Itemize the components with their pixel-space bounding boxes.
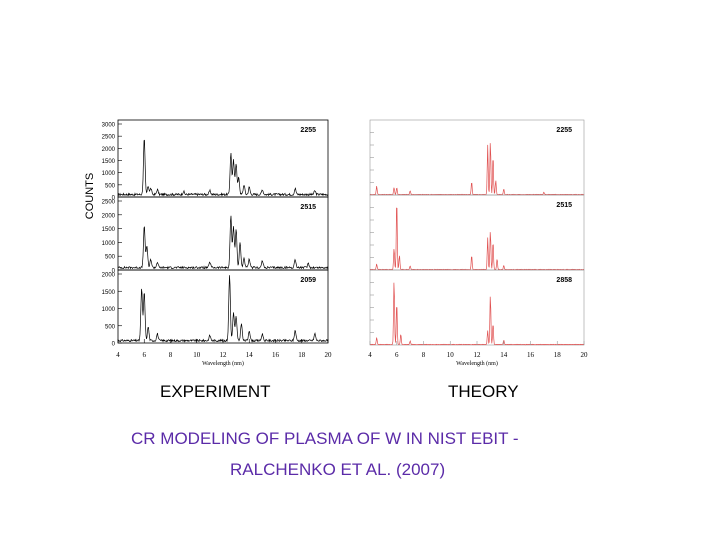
caption-line-1: CR MODELING OF PLASMA OF W IN NIST EBIT … [131, 429, 519, 448]
y-axis-label: COUNTS [84, 172, 96, 220]
y-tick-label: 0 [112, 196, 116, 202]
x-tick-label: 14 [246, 351, 254, 359]
caption-line-2: RALCHENKO ET AL. (2007) [230, 460, 446, 479]
y-tick-label: 0 [112, 269, 116, 275]
x-tick-label: 18 [298, 351, 306, 359]
panel-label: 2515 [556, 202, 572, 209]
y-tick-label: 1000 [102, 171, 116, 177]
x-tick-label: 14 [500, 351, 508, 359]
panel-label: 2059 [300, 277, 316, 284]
panel-frame [117, 196, 329, 271]
panel-label: 2255 [300, 127, 316, 134]
x-tick-label: 20 [581, 351, 589, 359]
y-tick-label: 500 [105, 324, 116, 330]
y-tick-label: 500 [105, 183, 116, 189]
theory-title: THEORY [448, 382, 519, 401]
experiment-title: EXPERIMENT [160, 382, 271, 401]
x-tick-label: 12 [220, 351, 228, 359]
y-tick-label: 0 [112, 342, 116, 348]
spectrum-line [369, 282, 584, 346]
panel-label: 2515 [300, 204, 316, 211]
y-tick-label: 1500 [102, 290, 116, 296]
x-tick-label: 20 [325, 351, 333, 359]
y-tick-label: 1000 [102, 241, 116, 247]
x-tick-label: 8 [169, 351, 173, 359]
x-axis-label: Wavelength (nm) [202, 360, 244, 367]
panel-frame [117, 119, 329, 198]
panel-label: 2255 [556, 127, 572, 134]
panel-frame [117, 269, 329, 344]
x-tick-label: 16 [527, 351, 535, 359]
panel-frame [369, 194, 585, 271]
panel-frame [369, 269, 585, 346]
y-tick-label: 1500 [102, 159, 116, 165]
y-tick-label: 1500 [102, 227, 116, 233]
y-tick-label: 2000 [102, 213, 116, 219]
x-tick-label: 10 [193, 351, 201, 359]
x-tick-label: 12 [474, 351, 482, 359]
y-tick-label: 500 [105, 255, 116, 261]
spectrum-line [117, 215, 329, 270]
x-tick-label: 8 [422, 351, 426, 359]
spectrum-line [369, 207, 585, 271]
x-tick-label: 18 [554, 351, 562, 359]
y-tick-label: 1000 [102, 307, 116, 313]
y-tick-label: 3000 [102, 123, 116, 129]
y-tick-label: 2500 [102, 200, 116, 206]
x-tick-label: 10 [447, 351, 455, 359]
y-tick-label: 2000 [102, 273, 116, 279]
x-tick-label: 16 [272, 351, 280, 359]
spectrum-line [369, 143, 585, 196]
x-axis-label: Wavelength (nm) [456, 360, 498, 367]
y-tick-label: 2500 [102, 135, 116, 141]
spectrum-line [117, 275, 329, 343]
y-tick-label: 2000 [102, 147, 116, 153]
x-tick-label: 4 [368, 351, 372, 359]
panel-label: 2858 [556, 277, 572, 284]
x-tick-label: 6 [395, 351, 399, 359]
spectrum-line [117, 139, 329, 197]
x-tick-label: 4 [116, 351, 120, 359]
panel-frame [369, 119, 585, 196]
x-tick-label: 6 [143, 351, 147, 359]
